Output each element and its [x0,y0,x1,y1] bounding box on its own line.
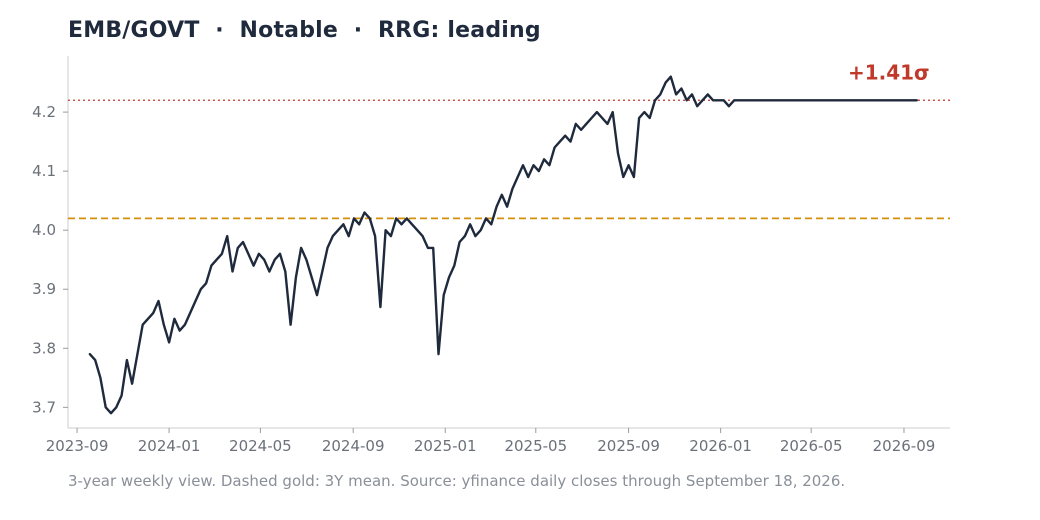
x-tick-label: 2026-01 [689,437,752,455]
x-tick-label: 2026-09 [873,437,936,455]
x-tick-label: 2025-01 [414,437,477,455]
series-line [88,75,918,415]
x-tick-label: 2023-09 [46,437,109,455]
chart-title: EMB/GOVT · Notable · RRG: leading [68,18,541,43]
y-tick-label: 4.0 [32,221,56,239]
x-tick-label: 2024-05 [229,437,292,455]
annotation-layer: +1.41σ [848,60,930,84]
y-tick-label: 3.8 [32,339,56,357]
y-tick-label: 4.1 [32,162,56,180]
axes [63,56,950,433]
x-tick-label: 2024-09 [322,437,385,455]
sigma-annotation: +1.41σ [848,60,930,84]
tick-labels: 3.7 3.8 3.9 4.0 4.1 4.2 2023-09 2024-01 2024-05 2… [32,103,935,455]
x-tick-label: 2024-01 [138,437,201,455]
line-chart: 3.7 3.8 3.9 4.0 4.1 4.2 2023-09 2024-01 2024-05 2… [32,56,950,455]
y-tick-label: 3.7 [32,398,56,416]
y-tick-label: 3.9 [32,280,56,298]
y-tick-label: 4.2 [32,103,56,121]
chart-footnote: 3-year weekly view. Dashed gold: 3Y mean… [68,472,846,490]
x-tick-label: 2026-05 [780,437,843,455]
series-layer [88,75,918,415]
x-tick-label: 2025-05 [504,437,567,455]
x-tick-label: 2025-09 [597,437,660,455]
